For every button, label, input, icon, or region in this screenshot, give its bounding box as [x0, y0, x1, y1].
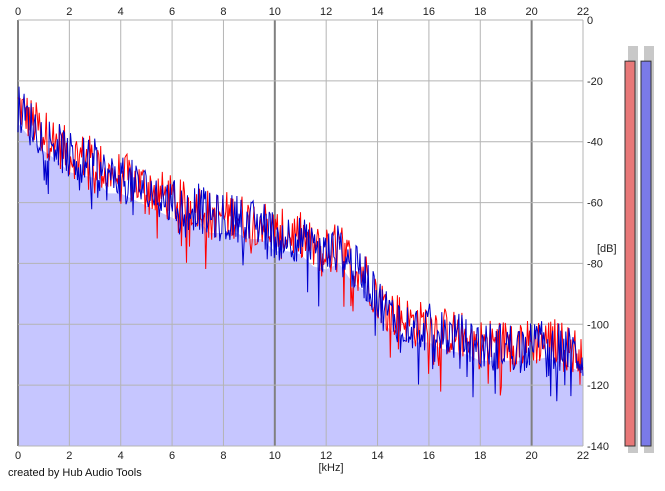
- y-tick-label: -80: [587, 258, 603, 270]
- x-tick-label: 2: [66, 6, 72, 18]
- x-tick-label: 8: [220, 6, 226, 18]
- x-axis-label: [kHz]: [318, 462, 343, 474]
- spectrum-fill-area: [18, 123, 583, 446]
- x-tick-label: 4: [118, 6, 124, 18]
- x-tick-label: 12: [320, 450, 332, 462]
- x-tick-label: 16: [423, 6, 435, 18]
- series-line-right-channel: [17, 86, 584, 402]
- x-tick-label: 10: [269, 450, 281, 462]
- level-meter-right: [640, 60, 652, 447]
- x-tick-label: 22: [577, 450, 589, 462]
- x-tick-label: 14: [371, 6, 383, 18]
- x-tick-label: 22: [577, 6, 589, 18]
- y-tick-label: 0: [587, 15, 593, 27]
- y-tick-label: -60: [587, 198, 603, 210]
- x-tick-label: 0: [15, 6, 21, 18]
- x-tick-label: 12: [320, 6, 332, 18]
- x-tick-label: 4: [118, 450, 124, 462]
- x-tick-label: 8: [220, 450, 226, 462]
- credit-text: created by Hub Audio Tools: [8, 467, 142, 479]
- y-tick-label: -20: [587, 76, 603, 88]
- x-tick-label: 14: [371, 450, 383, 462]
- x-tick-label: 6: [169, 6, 175, 18]
- y-tick-label: -100: [587, 319, 609, 331]
- level-meters: [624, 46, 654, 453]
- x-tick-label: 20: [526, 6, 538, 18]
- x-tick-labels-top: 0 2 4 6 8 10 12 14 16 18 20 22: [15, 6, 589, 18]
- y-tick-label: -120: [587, 380, 609, 392]
- x-tick-label: 10: [269, 6, 281, 18]
- y-tick-label: -140: [587, 441, 609, 453]
- y-tick-labels: 0 -20 -40 -60 -80 -100 -120 -140: [587, 15, 609, 453]
- y-tick-label: -40: [587, 137, 603, 149]
- grid-lines: [17, 19, 584, 447]
- y-axis-label: [dB]: [597, 243, 617, 255]
- x-tick-label: 2: [66, 450, 72, 462]
- x-tick-label: 6: [169, 450, 175, 462]
- level-meter-left: [624, 60, 636, 447]
- x-tick-label: 18: [474, 450, 486, 462]
- x-tick-label: 18: [474, 6, 486, 18]
- x-tick-label: 20: [526, 450, 538, 462]
- x-tick-label: 0: [15, 450, 21, 462]
- x-tick-label: 16: [423, 450, 435, 462]
- x-tick-labels-bottom: 0 2 4 6 8 10 12 14 16 18 20 22: [15, 450, 589, 462]
